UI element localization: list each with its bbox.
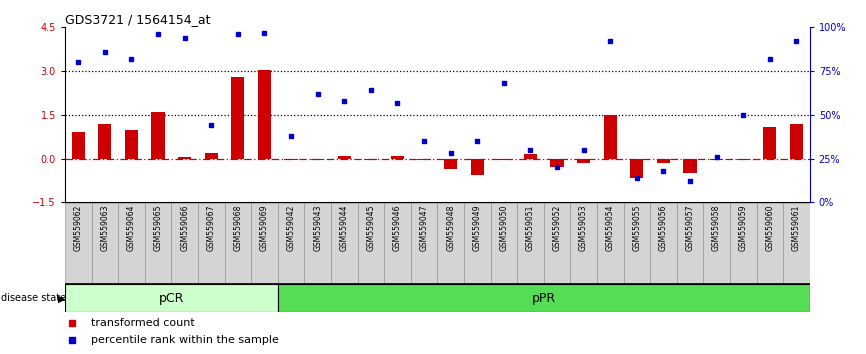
Bar [783, 202, 810, 285]
Bar [178, 157, 191, 159]
Text: GSM559057: GSM559057 [686, 205, 695, 251]
Bar [517, 202, 544, 285]
Text: GSM559053: GSM559053 [579, 205, 588, 251]
Text: transformed count: transformed count [91, 318, 195, 328]
Bar [231, 77, 244, 159]
Bar [790, 124, 803, 159]
Text: GSM559054: GSM559054 [605, 205, 615, 251]
Bar [65, 285, 278, 313]
Bar [358, 202, 385, 285]
Text: GSM559056: GSM559056 [659, 205, 668, 251]
Text: GSM559066: GSM559066 [180, 205, 189, 251]
Bar [417, 159, 430, 160]
Bar [737, 159, 750, 160]
Text: GSM559061: GSM559061 [792, 205, 801, 251]
Bar [470, 159, 484, 175]
Bar [72, 132, 85, 159]
Bar [92, 202, 118, 285]
Bar [198, 202, 224, 285]
Text: GDS3721 / 1564154_at: GDS3721 / 1564154_at [65, 13, 210, 26]
Bar [338, 156, 351, 159]
Bar [497, 159, 510, 160]
Text: GSM559048: GSM559048 [446, 205, 456, 251]
Bar [224, 202, 251, 285]
Bar [624, 202, 650, 285]
Text: GSM559050: GSM559050 [500, 205, 508, 251]
Text: GSM559058: GSM559058 [712, 205, 721, 251]
Text: pPR: pPR [532, 292, 556, 305]
Text: GSM559067: GSM559067 [207, 205, 216, 251]
Text: GSM559051: GSM559051 [526, 205, 535, 251]
Text: disease state: disease state [1, 293, 66, 303]
Bar [444, 159, 457, 169]
Bar [65, 202, 92, 285]
Text: GSM559064: GSM559064 [127, 205, 136, 251]
Bar [171, 202, 198, 285]
Text: GSM559068: GSM559068 [233, 205, 242, 251]
Text: GSM559047: GSM559047 [419, 205, 429, 251]
Text: GSM559052: GSM559052 [553, 205, 561, 251]
Bar [365, 159, 378, 160]
Bar [391, 156, 404, 159]
Bar [524, 154, 537, 159]
Text: GSM559055: GSM559055 [632, 205, 642, 251]
Bar [650, 202, 676, 285]
Text: percentile rank within the sample: percentile rank within the sample [91, 335, 279, 345]
Bar [278, 202, 304, 285]
Bar [311, 159, 324, 160]
Bar [125, 130, 138, 159]
Text: GSM559042: GSM559042 [287, 205, 295, 251]
Bar [703, 202, 730, 285]
Text: GSM559059: GSM559059 [739, 205, 747, 251]
Text: ▶: ▶ [58, 293, 66, 303]
Bar [763, 127, 777, 159]
Bar [304, 202, 331, 285]
Text: GSM559063: GSM559063 [100, 205, 109, 251]
Bar [251, 202, 278, 285]
Text: GSM559069: GSM559069 [260, 205, 269, 251]
Text: GSM559045: GSM559045 [366, 205, 375, 251]
Bar [683, 159, 696, 173]
Bar [437, 202, 464, 285]
Text: GSM559062: GSM559062 [74, 205, 83, 251]
Bar [118, 202, 145, 285]
Bar [676, 202, 703, 285]
Bar [204, 153, 218, 159]
Bar [597, 202, 624, 285]
Bar [385, 202, 410, 285]
Bar [757, 202, 783, 285]
Bar [544, 202, 571, 285]
Text: GSM559046: GSM559046 [393, 205, 402, 251]
Text: GSM559043: GSM559043 [313, 205, 322, 251]
Text: pCR: pCR [158, 292, 184, 305]
Bar [551, 159, 564, 167]
Bar [331, 202, 358, 285]
Bar [284, 159, 298, 160]
Bar [710, 159, 723, 160]
Text: GSM559065: GSM559065 [153, 205, 163, 251]
Bar [145, 202, 171, 285]
Text: GSM559049: GSM559049 [473, 205, 481, 251]
Bar [490, 202, 517, 285]
Bar [410, 202, 437, 285]
Bar [258, 70, 271, 159]
Bar [98, 124, 112, 159]
Text: GSM559060: GSM559060 [766, 205, 774, 251]
Bar [630, 159, 643, 178]
Bar [604, 115, 617, 159]
Bar [571, 202, 597, 285]
Bar [656, 159, 670, 163]
Bar [278, 285, 810, 313]
Bar [730, 202, 757, 285]
Bar [464, 202, 490, 285]
Bar [577, 159, 591, 163]
Bar [152, 112, 165, 159]
Text: GSM559044: GSM559044 [339, 205, 349, 251]
